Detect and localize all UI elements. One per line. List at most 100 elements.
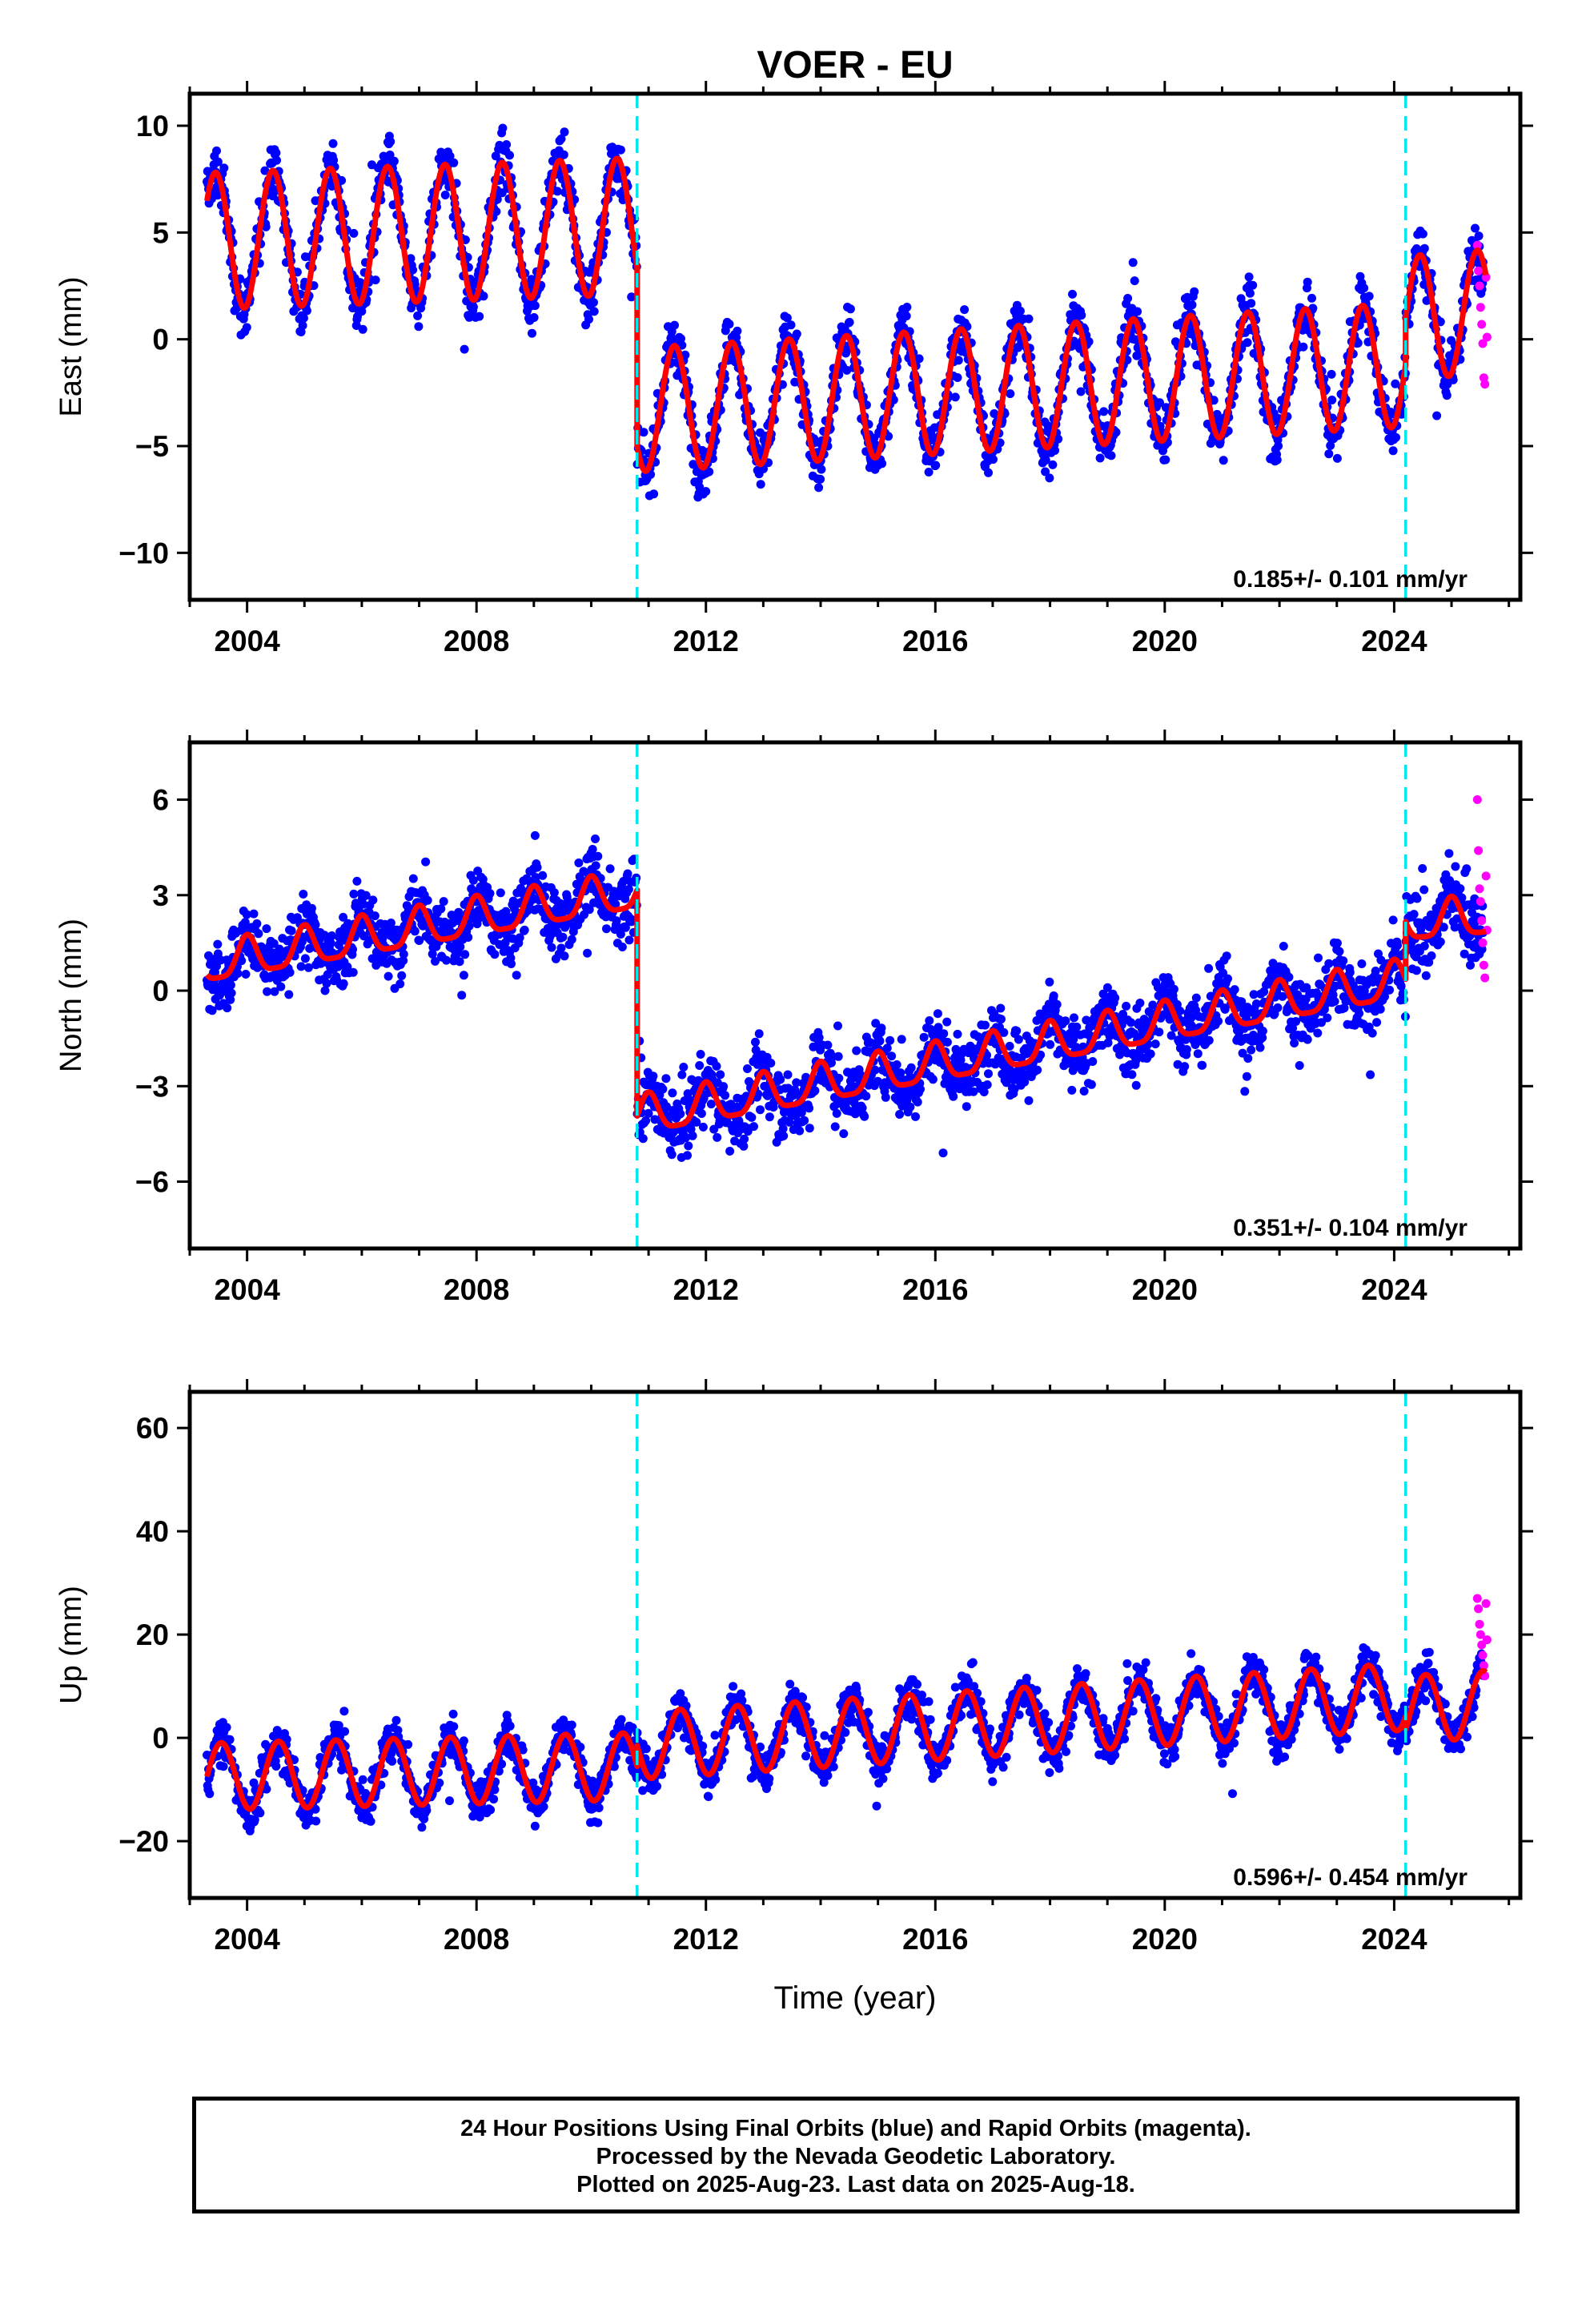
data-point bbox=[1067, 1085, 1077, 1095]
data-point bbox=[661, 1074, 671, 1084]
data-point bbox=[1295, 1061, 1304, 1070]
data-point bbox=[558, 932, 568, 942]
data-point bbox=[1247, 299, 1256, 308]
east-final-orbit-points bbox=[203, 83, 1488, 502]
data-point bbox=[1258, 1027, 1267, 1035]
data-point bbox=[574, 858, 584, 867]
data-point bbox=[616, 145, 625, 155]
y-tick-label: 6 bbox=[152, 784, 169, 817]
data-point bbox=[1308, 304, 1318, 313]
data-point bbox=[1313, 1028, 1323, 1038]
data-point bbox=[233, 969, 243, 978]
data-point bbox=[205, 1789, 215, 1799]
y-tick-label: −5 bbox=[135, 430, 169, 463]
data-point bbox=[1079, 1087, 1089, 1096]
data-point bbox=[677, 334, 685, 344]
data-point bbox=[348, 967, 358, 977]
data-point bbox=[352, 876, 362, 886]
data-point bbox=[782, 313, 792, 323]
data-point bbox=[1133, 307, 1142, 316]
data-point bbox=[1161, 455, 1170, 464]
data-point bbox=[249, 909, 259, 919]
data-point bbox=[790, 377, 800, 387]
data-point bbox=[457, 991, 467, 1000]
data-point bbox=[556, 943, 566, 953]
data-point bbox=[688, 1131, 697, 1140]
data-point bbox=[552, 187, 562, 196]
data-point bbox=[414, 322, 424, 332]
data-point bbox=[695, 482, 705, 492]
data-point bbox=[816, 474, 825, 484]
data-point bbox=[877, 1023, 886, 1033]
data-point bbox=[1366, 1070, 1375, 1080]
data-point bbox=[852, 1046, 861, 1055]
data-point bbox=[795, 1126, 805, 1136]
data-point bbox=[1388, 915, 1398, 925]
data-point bbox=[449, 158, 459, 167]
rapid-data-point bbox=[1476, 303, 1485, 312]
data-point bbox=[492, 207, 501, 216]
data-point bbox=[303, 963, 313, 972]
rapid-data-point bbox=[1472, 240, 1482, 250]
data-point bbox=[719, 1082, 729, 1092]
data-point bbox=[262, 924, 271, 934]
data-point bbox=[624, 935, 634, 945]
data-point bbox=[1086, 1080, 1096, 1089]
data-point bbox=[881, 1092, 890, 1102]
data-point bbox=[460, 344, 469, 354]
data-point bbox=[1323, 1013, 1332, 1023]
data-point bbox=[530, 830, 540, 840]
data-point bbox=[677, 1070, 687, 1080]
data-point bbox=[1049, 991, 1058, 1000]
data-point bbox=[1015, 306, 1025, 316]
data-point bbox=[1435, 937, 1445, 947]
data-point bbox=[299, 313, 308, 323]
data-point bbox=[914, 354, 924, 364]
y-tick-label: −10 bbox=[118, 537, 169, 569]
data-point bbox=[284, 990, 294, 999]
data-point bbox=[805, 1104, 814, 1113]
y-tick-label: 3 bbox=[152, 879, 169, 912]
data-point bbox=[320, 986, 330, 995]
data-point bbox=[1355, 1008, 1364, 1018]
data-point bbox=[954, 356, 963, 365]
data-point bbox=[756, 480, 765, 489]
data-point bbox=[207, 1006, 217, 1015]
data-point bbox=[327, 931, 337, 940]
data-point bbox=[1345, 967, 1355, 977]
data-point bbox=[321, 83, 330, 92]
data-point bbox=[1274, 441, 1283, 451]
data-point bbox=[644, 1108, 653, 1118]
data-point bbox=[1456, 884, 1465, 894]
data-point bbox=[1255, 1043, 1265, 1052]
data-point bbox=[269, 939, 279, 948]
data-point bbox=[1099, 407, 1109, 416]
data-point bbox=[1332, 939, 1342, 948]
data-point bbox=[892, 1060, 901, 1069]
x-tick-label: 2012 bbox=[673, 1273, 739, 1306]
data-point bbox=[938, 1148, 948, 1158]
data-point bbox=[695, 1061, 705, 1070]
data-point bbox=[329, 155, 339, 165]
data-point bbox=[1024, 1096, 1034, 1105]
data-point bbox=[1409, 910, 1419, 919]
data-point bbox=[667, 1150, 677, 1160]
data-point bbox=[357, 307, 367, 316]
data-point bbox=[413, 311, 423, 320]
data-point bbox=[931, 460, 941, 470]
data-point bbox=[326, 939, 335, 948]
data-point bbox=[638, 1134, 648, 1144]
data-point bbox=[560, 951, 569, 961]
data-point bbox=[1068, 289, 1077, 299]
data-point bbox=[348, 945, 357, 955]
data-point bbox=[302, 306, 311, 316]
data-point bbox=[512, 971, 521, 980]
data-point bbox=[496, 888, 505, 898]
data-point bbox=[1190, 287, 1199, 296]
data-point bbox=[751, 1037, 760, 1047]
data-point bbox=[658, 1084, 668, 1094]
data-point bbox=[1155, 398, 1164, 408]
data-point bbox=[337, 175, 347, 185]
data-point bbox=[953, 1029, 962, 1039]
